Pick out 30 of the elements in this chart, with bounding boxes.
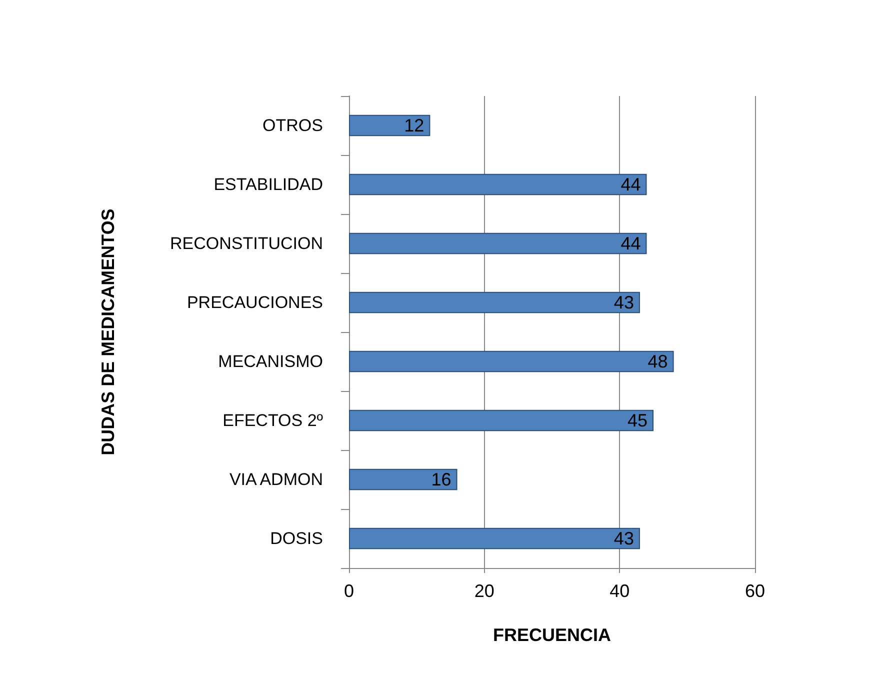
y-tick-label: EFECTOS 2º (222, 411, 323, 430)
data-label: 16 (431, 470, 452, 490)
bar (349, 528, 640, 550)
bar (349, 350, 674, 372)
bar (349, 292, 640, 314)
bar (349, 174, 647, 196)
y-tick-label: PRECAUCIONES (186, 293, 323, 312)
x-axis-title: FRECUENCIA (492, 625, 612, 645)
data-label: 12 (404, 116, 424, 136)
x-tick-label: 0 (344, 581, 354, 601)
y-tick-label: ESTABILIDAD (214, 175, 323, 194)
bar (349, 114, 430, 136)
data-label: 48 (648, 352, 668, 372)
y-tick-label: DOSIS (270, 529, 323, 548)
data-label: 44 (620, 174, 641, 194)
y-tick-label: RECONSTITUCION (170, 234, 323, 253)
bar (349, 410, 654, 432)
x-tick-label: 40 (610, 581, 630, 601)
x-tick-label: 20 (474, 581, 494, 601)
y-tick-label: OTROS (262, 116, 323, 135)
y-axis-title: DUDAS DE MEDICAMENTOS (98, 208, 118, 456)
data-label: 45 (627, 410, 648, 430)
y-tick-label: MECANISMO (218, 352, 323, 371)
data-label: 43 (614, 292, 634, 312)
data-label: 44 (620, 234, 641, 254)
data-label: 43 (614, 528, 634, 548)
bar (349, 468, 458, 490)
x-tick-label: 60 (744, 581, 766, 601)
bar (349, 232, 647, 254)
y-tick-label: VIA ADMON (229, 470, 323, 489)
